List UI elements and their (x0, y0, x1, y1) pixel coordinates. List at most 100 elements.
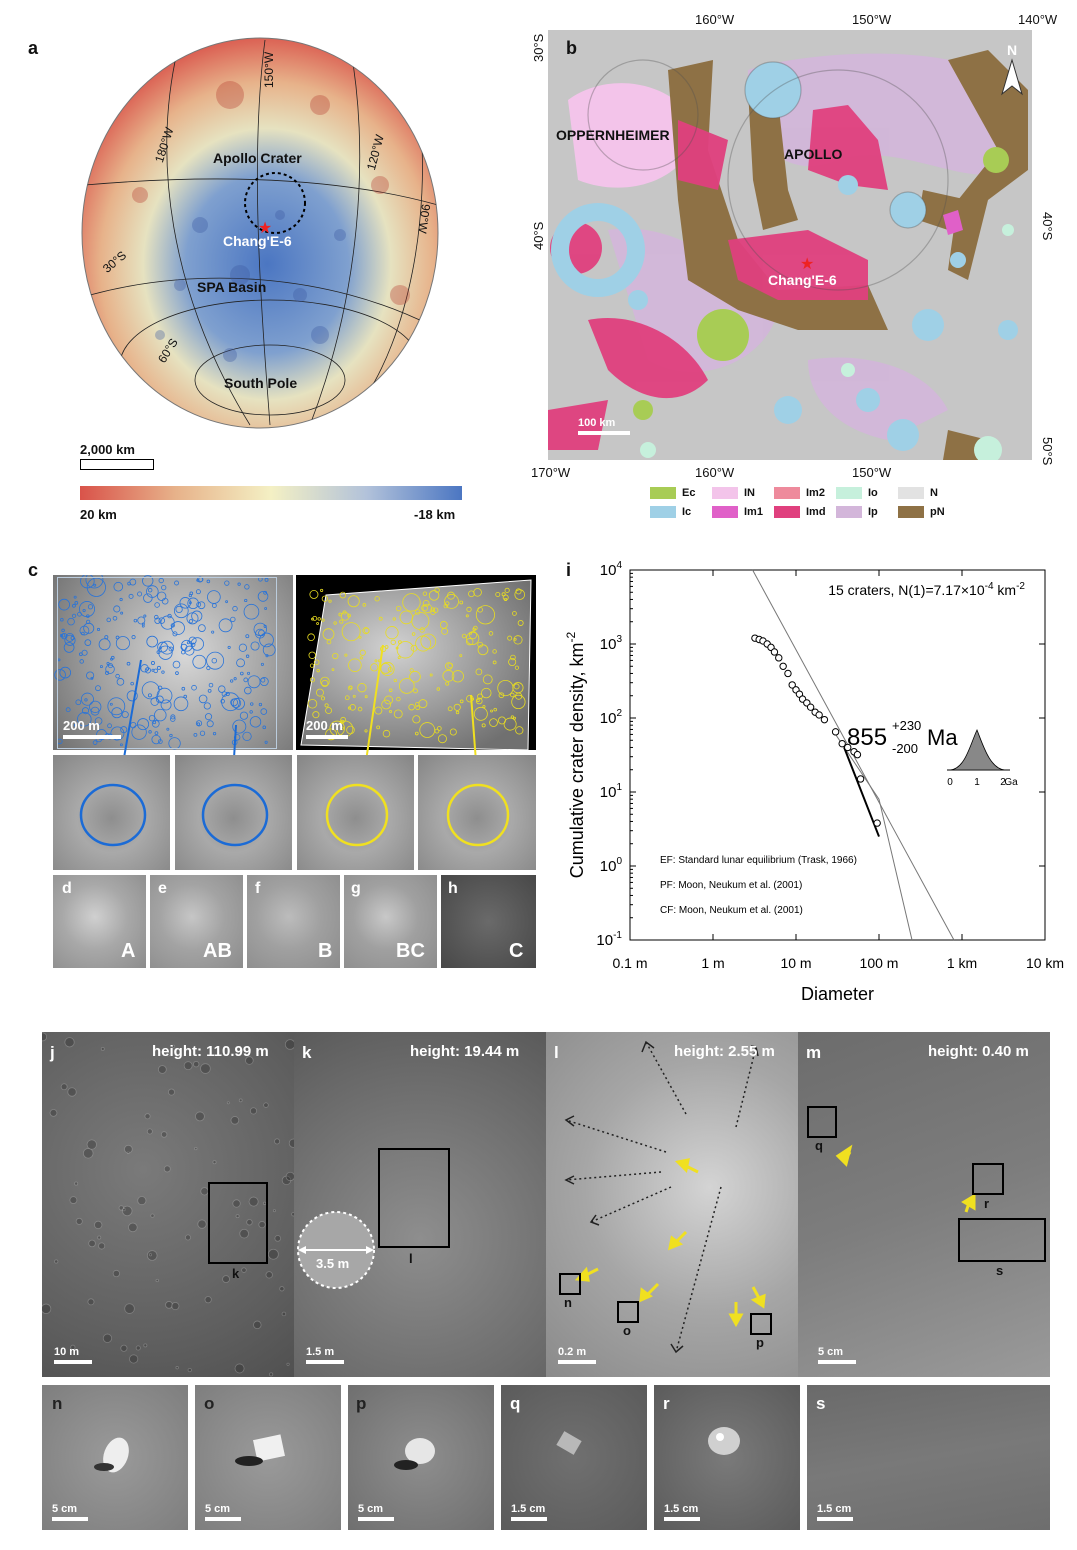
mapped-crater-circle (259, 677, 269, 687)
mapped-crater-circle (105, 670, 110, 675)
mapped-crater-circle (86, 577, 106, 597)
small-crater (272, 1209, 276, 1213)
mapped-crater-circle (195, 720, 203, 727)
mapped-crater-circle (492, 649, 497, 654)
function-note: PF: Moon, Neukum et al. (2001) (660, 880, 802, 891)
mapped-crater-circle (107, 697, 126, 716)
mapped-crater-circle (384, 645, 389, 649)
panel-letter-j: j (50, 1043, 55, 1062)
mapped-crater-circle (115, 636, 130, 651)
panel-letter-l: l (554, 1043, 559, 1062)
mapped-crater-circle (395, 605, 402, 612)
mapped-crater-circle (421, 604, 428, 612)
mapped-crater-circle (237, 582, 241, 586)
surface-image-s (807, 1385, 1050, 1530)
legend-label: Im1 (744, 506, 763, 518)
small-crater (172, 1044, 176, 1048)
small-crater (83, 1148, 94, 1159)
mapped-crater-circle (511, 694, 526, 710)
mapped-crater-circle (461, 633, 467, 639)
mapped-crater-circle (374, 706, 383, 715)
geologic-map (548, 30, 1032, 460)
y-tick-label: 100 (600, 856, 623, 875)
mapped-crater-circle (142, 575, 154, 587)
north-arrow-icon: N (1000, 42, 1024, 99)
mapped-crater-circle (230, 616, 236, 623)
mapped-crater-circle (475, 605, 496, 625)
scalebar-q: 1.5 cm (511, 1503, 547, 1521)
rock-image-r (654, 1385, 800, 1530)
mapped-crater-circle (385, 626, 399, 640)
small-crater (185, 1234, 191, 1241)
small-crater (291, 1212, 294, 1217)
small-crater (86, 1139, 97, 1150)
small-crater (284, 1039, 294, 1050)
mapped-crater-circle (409, 670, 421, 683)
mapped-crater-circle (96, 627, 101, 632)
mapped-crater-circle (309, 590, 319, 599)
legend-swatch (836, 487, 862, 500)
mapped-crater-circle (106, 617, 111, 623)
class-label-ab: AB (203, 940, 232, 962)
panel-a-scalebar-label: 2,000 km (80, 442, 135, 457)
small-crater (165, 1301, 173, 1309)
mapped-crater-circle (349, 704, 356, 711)
mapped-crater-circle (245, 654, 250, 658)
small-crater (87, 1298, 95, 1306)
data-point (853, 750, 862, 759)
mapped-crater-circle (80, 575, 95, 589)
mapped-crater-circle (339, 591, 347, 599)
mapped-crater-circle (514, 589, 526, 600)
model-age-value: 855 (847, 724, 887, 751)
small-crater (129, 1354, 139, 1364)
mapped-crater-circle (381, 699, 392, 710)
b-right-tick-50s: 50°S (1040, 437, 1055, 466)
fit-line (843, 747, 880, 837)
small-crater (197, 1219, 207, 1229)
crater-count-image-right (296, 575, 536, 750)
small-crater (137, 1196, 147, 1206)
mapped-crater-circle (466, 694, 474, 703)
moon-globe: ★ (81, 37, 439, 429)
mapped-crater-circle (260, 708, 268, 715)
mapped-crater-circle (146, 635, 158, 648)
mapped-crater-circle (422, 599, 430, 607)
mapped-crater-circle (472, 627, 476, 632)
mapped-crater-circle (244, 686, 252, 695)
mapped-crater-circle (250, 641, 260, 651)
mapped-crater-circle (156, 695, 164, 704)
data-point (806, 703, 815, 711)
mapped-crater-circle (198, 694, 208, 704)
mapped-crater-circle (137, 591, 143, 597)
mapped-crater-circle (193, 732, 198, 737)
age-axis-label: 1 (974, 777, 980, 788)
mapped-crater-circle (115, 673, 120, 679)
mapped-crater-circle (476, 698, 480, 702)
mapped-crater-circle (497, 679, 514, 697)
panel-letter-b: b (566, 38, 577, 58)
mapped-crater-circle (169, 733, 173, 738)
mapped-crater-circle (232, 605, 238, 612)
mapped-crater-circle (455, 710, 460, 715)
class-label-bc: BC (396, 940, 425, 962)
mapped-crater-circle (172, 631, 178, 637)
mapped-crater-circle (331, 668, 335, 672)
degradation-class-b-image (247, 875, 340, 968)
data-point (873, 819, 881, 827)
scalebar-p-label: 5 cm (358, 1503, 384, 1515)
mapped-crater-circle (503, 717, 517, 731)
mapped-crater-circle (179, 597, 192, 609)
mapped-crater-circle (481, 723, 486, 728)
mapped-crater-circle (161, 670, 165, 674)
x-tick-label: 10 km (1026, 955, 1064, 971)
panel-b-scalebar-label: 100 km (578, 417, 616, 429)
mapped-crater-circle (95, 685, 101, 692)
mapped-crater-circle (121, 711, 129, 719)
change6-star-icon: ★ (258, 220, 272, 237)
mapped-crater-circle (414, 731, 419, 736)
mapped-crater-circle (204, 713, 213, 721)
scalebar-p: 5 cm (358, 1503, 394, 1521)
mapped-crater-circle (320, 676, 330, 687)
mapped-crater-circle (79, 659, 84, 664)
b-bottom-tick-170: 170°W (531, 465, 571, 480)
